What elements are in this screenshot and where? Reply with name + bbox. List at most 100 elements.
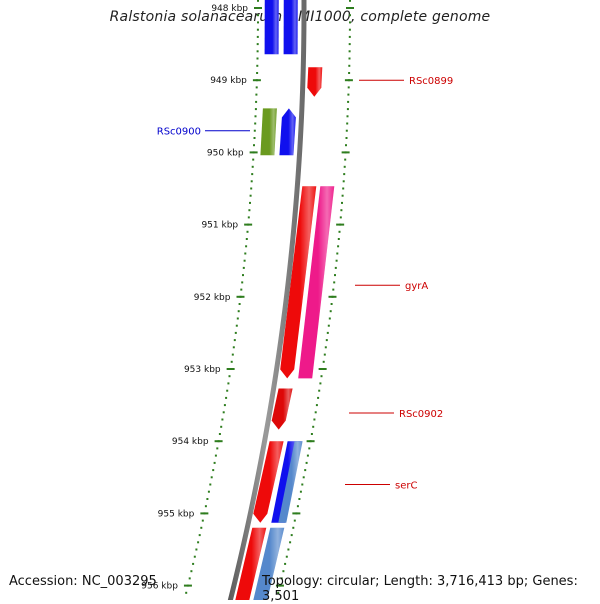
ruler-dot-right xyxy=(280,577,283,580)
accession-label: Accession: xyxy=(9,574,78,589)
ruler-dot-right xyxy=(346,115,349,118)
ruler-dot-right xyxy=(347,86,350,89)
ruler-dot-right xyxy=(328,317,331,320)
ruler-dot-right xyxy=(322,360,325,363)
gene-g-rsc0900[interactable] xyxy=(260,108,277,156)
ruler-dot-left xyxy=(253,129,256,132)
ruler-dot-left xyxy=(241,281,244,284)
gene-g-serc-a[interactable] xyxy=(253,441,284,523)
ruler-dot-right xyxy=(312,425,315,428)
ruler-dot-left xyxy=(255,86,258,89)
ruler-dot-left xyxy=(256,28,259,31)
ruler-dot-left xyxy=(228,375,231,378)
ruler-dot-left xyxy=(204,505,207,508)
ruler-dot-left xyxy=(254,122,257,125)
gene-highlight xyxy=(235,527,267,600)
gene-highlight xyxy=(271,388,293,430)
ruler-dot-left xyxy=(234,331,237,334)
gene-highlight xyxy=(283,0,298,55)
gene-g-lower-red[interactable] xyxy=(234,527,267,600)
gene-label-gyra[interactable]: gyrA xyxy=(355,281,428,292)
ruler-dot-left xyxy=(256,50,259,53)
ruler-dot-right xyxy=(284,562,287,565)
ruler-dot-left xyxy=(213,461,216,464)
genome-backbone xyxy=(227,0,307,600)
gene-label-rsc0902[interactable]: RSc0902 xyxy=(349,409,443,420)
ruler-dot-left xyxy=(255,93,258,96)
gene-label-rsc0899[interactable]: RSc0899 xyxy=(359,76,453,87)
ruler-dot-left xyxy=(245,238,248,240)
topology-label: Topology: xyxy=(262,574,323,589)
ruler-ticks: 948 kbp 949 kbp 950 kbp 951 kbp 952 kbp 953 k… xyxy=(141,4,354,592)
gene-highlight xyxy=(253,527,285,600)
gene-g-rsc0899[interactable] xyxy=(307,67,323,97)
ruler-dot-left xyxy=(212,469,215,472)
gene-label-text[interactable]: RSc0900 xyxy=(157,127,201,138)
gene-g-rsc0900-b[interactable] xyxy=(279,108,296,156)
gene-g-gyra-b[interactable] xyxy=(298,186,335,379)
ruler-dot-right xyxy=(315,404,318,407)
gene-g-gyra[interactable] xyxy=(280,186,317,379)
ruler-dot-left xyxy=(253,144,255,147)
ruler-dot-right xyxy=(310,433,313,435)
length-label: Length: xyxy=(383,574,433,589)
ruler-dot-right xyxy=(327,324,330,327)
gene-label-text[interactable]: RSc0899 xyxy=(409,76,453,87)
ruler-dot-right xyxy=(325,339,328,342)
ruler-dot-right xyxy=(293,519,296,522)
gene-label-text[interactable]: RSc0902 xyxy=(399,409,443,420)
ruler-dot-left xyxy=(206,498,209,500)
ruler-dot-right xyxy=(348,57,351,60)
ruler-dot-left xyxy=(253,137,256,139)
gene-g-lower-steel[interactable] xyxy=(252,527,285,600)
gene-highlight xyxy=(279,108,296,156)
ruler-dot-right xyxy=(348,28,351,31)
gene-labels: RSc0899 RSc0900 gyrA RSc0902 serC xyxy=(157,76,454,491)
ruler-dot-right xyxy=(323,353,326,356)
ruler-dot-right xyxy=(334,274,336,277)
ruler-dot-right xyxy=(335,259,338,262)
ruler-dot-left xyxy=(242,266,245,269)
ruler-dot-left xyxy=(256,57,259,60)
ruler-dot-left xyxy=(235,324,238,327)
ruler-dot-right xyxy=(345,137,348,139)
gene-label-text[interactable]: serC xyxy=(395,481,417,492)
ruler-dot-right xyxy=(301,483,304,486)
ruler-dot-left xyxy=(245,245,248,248)
length-value: 3,716,413 bp xyxy=(437,574,524,589)
gene-label-serc[interactable]: serC xyxy=(345,481,417,492)
gene-g-serc-c[interactable] xyxy=(278,441,303,523)
ruler-tick-label: 951 kbp xyxy=(201,221,238,231)
ruler-dot-left xyxy=(236,317,239,320)
ruler-dot-right xyxy=(302,476,305,479)
ruler-dot-right xyxy=(342,187,345,190)
gene-g-upper-blue-2[interactable] xyxy=(283,0,298,55)
genes-label: Genes: xyxy=(532,574,578,589)
ruler-dot-left xyxy=(243,259,246,262)
gene-label-rsc0900[interactable]: RSc0900 xyxy=(157,127,250,138)
ruler-dot-right xyxy=(277,591,280,594)
ruler-dot-left xyxy=(200,526,203,529)
ruler-dot-right xyxy=(326,331,329,334)
map-title: Ralstonia solanacearum GMI1000, complete… xyxy=(109,9,491,25)
ruler-dot-left xyxy=(256,43,259,46)
ruler-tick-label: 948 kbp xyxy=(211,4,248,14)
ruler-dot-left xyxy=(226,389,229,392)
ruler-dot-right xyxy=(343,165,346,168)
ruler-dot-right xyxy=(313,418,316,421)
ruler-dot-left xyxy=(201,519,204,522)
gene-g-rsc0902[interactable] xyxy=(271,388,293,430)
ruler-dot-left xyxy=(214,454,217,457)
gene-highlight xyxy=(253,441,284,523)
ruler-dot-right xyxy=(345,144,347,147)
gene-g-upper-blue-1[interactable] xyxy=(264,0,279,55)
ruler-dot-right xyxy=(306,454,309,457)
ruler-dot-right xyxy=(338,230,341,233)
ruler-dot-right xyxy=(346,108,349,111)
ruler-dot-left xyxy=(231,353,234,356)
gene-label-text[interactable]: gyrA xyxy=(405,281,428,292)
ruler-dot-left xyxy=(227,382,230,385)
ruler-dot-left xyxy=(257,21,259,24)
ruler-dot-left xyxy=(254,115,257,118)
ruler-dot-right xyxy=(314,411,317,414)
